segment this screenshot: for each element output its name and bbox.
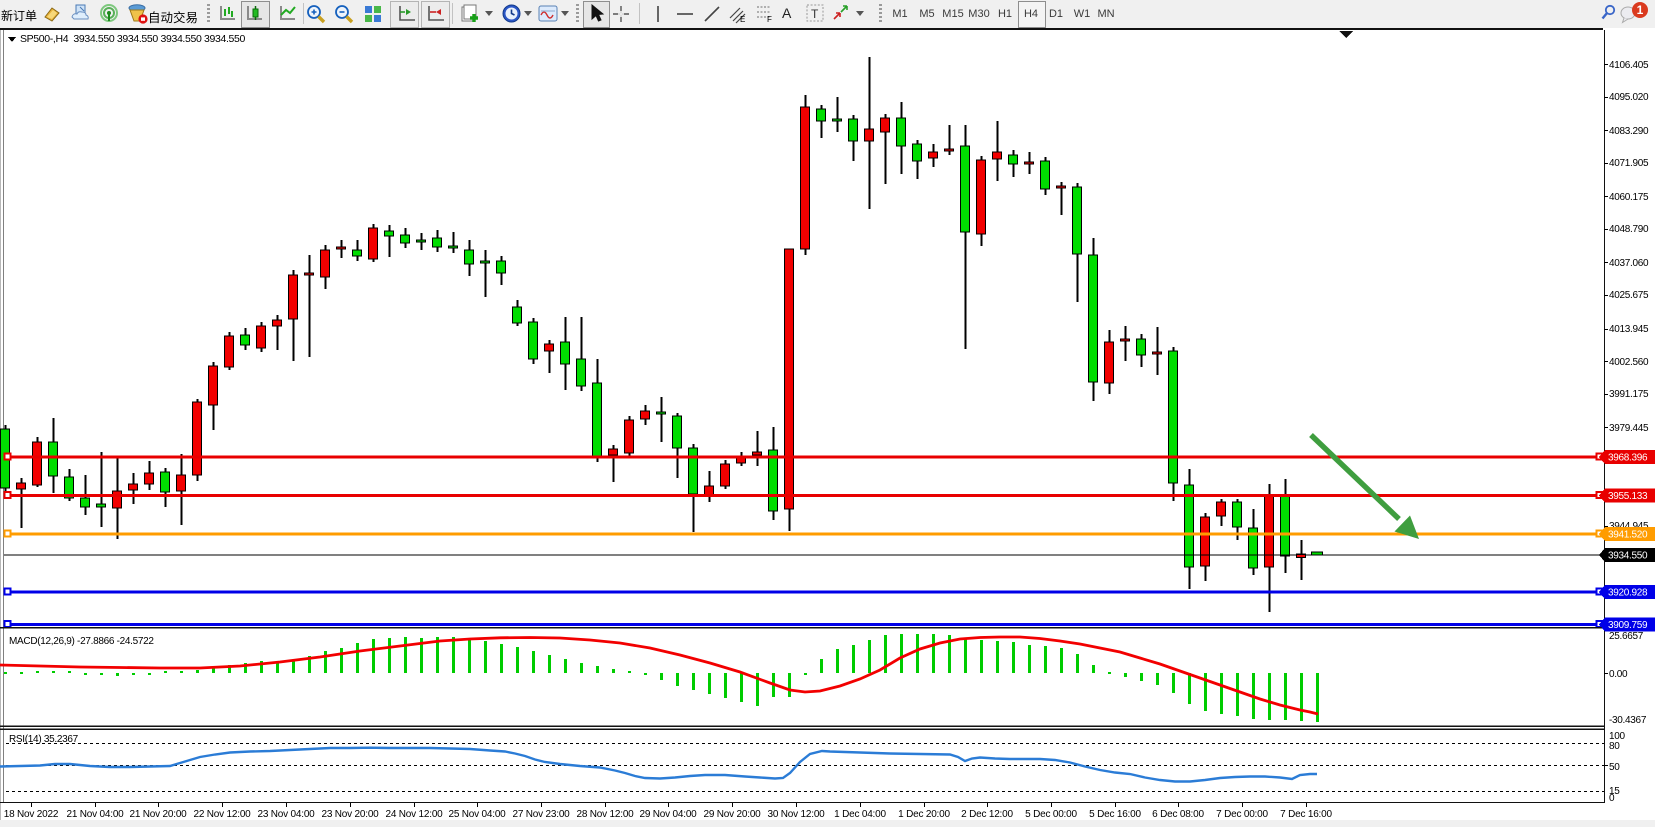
svg-text:4025.675: 4025.675	[1609, 290, 1649, 301]
svg-text:3991.175: 3991.175	[1609, 389, 1649, 400]
svg-text:4060.175: 4060.175	[1609, 192, 1649, 203]
svg-text:T: T	[811, 7, 819, 21]
svg-text:5 Dec 00:00: 5 Dec 00:00	[1025, 809, 1077, 820]
svg-text:21 Nov 20:00: 21 Nov 20:00	[129, 809, 187, 820]
svg-text:25 Nov 04:00: 25 Nov 04:00	[448, 809, 506, 820]
svg-text:SP500-,H4 3934.550 3934.550 3: SP500-,H4 3934.550 3934.550 3934.550 393…	[20, 33, 246, 45]
svg-text:1 Dec 20:00: 1 Dec 20:00	[898, 809, 950, 820]
svg-text:3941.520: 3941.520	[1608, 530, 1648, 541]
svg-text:3968.396: 3968.396	[1608, 453, 1648, 464]
svg-text:24 Nov 12:00: 24 Nov 12:00	[385, 809, 443, 820]
svg-text:0.00: 0.00	[1609, 669, 1628, 680]
svg-text:3934.550: 3934.550	[1608, 551, 1648, 562]
svg-text:3944.945: 3944.945	[1609, 521, 1649, 532]
svg-text:3920.928: 3920.928	[1608, 588, 1648, 599]
svg-text:0: 0	[1609, 793, 1615, 804]
svg-text:21 Nov 04:00: 21 Nov 04:00	[66, 809, 124, 820]
svg-text:27 Nov 23:00: 27 Nov 23:00	[512, 809, 570, 820]
svg-text:F: F	[767, 15, 772, 24]
svg-text:7 Dec 16:00: 7 Dec 16:00	[1280, 809, 1332, 820]
svg-text:5 Dec 16:00: 5 Dec 16:00	[1089, 809, 1141, 820]
svg-text:RSI(14) 35.2367: RSI(14) 35.2367	[9, 734, 79, 745]
svg-text:2 Dec 12:00: 2 Dec 12:00	[961, 809, 1013, 820]
svg-text:25.6657: 25.6657	[1609, 631, 1644, 642]
svg-text:-30.4367: -30.4367	[1609, 715, 1647, 726]
svg-text:MACD(12,26,9) -27.8866 -24.572: MACD(12,26,9) -27.8866 -24.5722	[9, 636, 154, 647]
svg-text:28 Nov 12:00: 28 Nov 12:00	[576, 809, 634, 820]
svg-text:4095.020: 4095.020	[1609, 92, 1649, 103]
svg-text:23 Nov 04:00: 23 Nov 04:00	[257, 809, 315, 820]
svg-text:7 Dec 00:00: 7 Dec 00:00	[1216, 809, 1268, 820]
svg-text:3909.759: 3909.759	[1608, 620, 1648, 631]
svg-text:6 Dec 08:00: 6 Dec 08:00	[1152, 809, 1204, 820]
svg-text:80: 80	[1609, 741, 1620, 752]
svg-text:29 Nov 20:00: 29 Nov 20:00	[703, 809, 761, 820]
svg-text:E: E	[740, 15, 745, 24]
svg-text:1 Dec 04:00: 1 Dec 04:00	[834, 809, 886, 820]
svg-text:18 Nov 2022: 18 Nov 2022	[4, 809, 59, 820]
svg-text:29 Nov 04:00: 29 Nov 04:00	[639, 809, 697, 820]
svg-text:23 Nov 20:00: 23 Nov 20:00	[321, 809, 379, 820]
svg-text:4048.790: 4048.790	[1609, 224, 1649, 235]
svg-text:3955.133: 3955.133	[1608, 491, 1648, 502]
svg-text:4013.945: 4013.945	[1609, 324, 1649, 335]
svg-text:100: 100	[1609, 731, 1626, 742]
svg-text:4106.405: 4106.405	[1609, 60, 1649, 71]
svg-text:22 Nov 12:00: 22 Nov 12:00	[193, 809, 251, 820]
svg-text:4071.905: 4071.905	[1609, 158, 1649, 169]
svg-text:50: 50	[1609, 762, 1620, 773]
svg-text:4037.060: 4037.060	[1609, 258, 1649, 269]
svg-text:4002.560: 4002.560	[1609, 357, 1649, 368]
svg-text:30 Nov 12:00: 30 Nov 12:00	[767, 809, 825, 820]
svg-text:15: 15	[1609, 786, 1620, 797]
svg-text:4083.290: 4083.290	[1609, 126, 1649, 137]
svg-text:3979.445: 3979.445	[1609, 423, 1649, 434]
